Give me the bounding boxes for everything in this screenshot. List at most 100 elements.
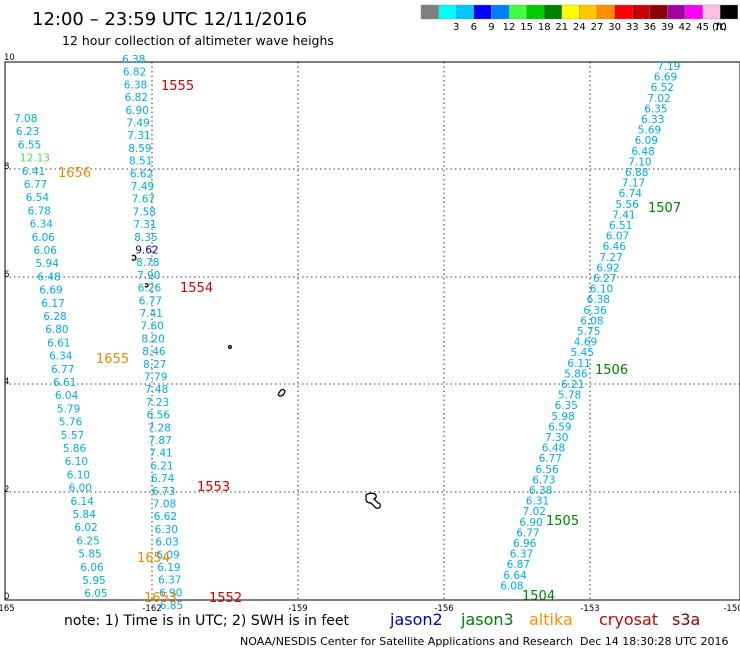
color-scale-label: 45 bbox=[696, 22, 709, 33]
wave-height-value: 6.34 bbox=[49, 351, 73, 363]
wave-height-value: 6.30 bbox=[155, 524, 178, 536]
wave-height-value: 7.90 bbox=[137, 270, 160, 282]
wave-height-value: 6.09 bbox=[156, 549, 179, 561]
wave-height-value: 6.05 bbox=[84, 588, 107, 600]
pass-label-altika: 1655 bbox=[96, 352, 129, 367]
wave-height-value: 6.46 bbox=[603, 241, 627, 253]
color-scale-label: 18 bbox=[538, 22, 551, 33]
wave-height-value: 6.27 bbox=[593, 273, 616, 285]
wave-height-value: 6.06 bbox=[80, 562, 104, 574]
color-swatch bbox=[491, 4, 510, 20]
wave-height-value: 6.25 bbox=[76, 535, 99, 547]
color-scale-label: 15 bbox=[520, 22, 533, 33]
kauai-oahu-shape bbox=[365, 492, 381, 509]
color-scale-label: 27 bbox=[591, 22, 604, 33]
legend-item-altika: altika bbox=[529, 610, 573, 629]
wave-height-value: 6.56 bbox=[147, 410, 171, 422]
pass-label-cryosat: 1554 bbox=[180, 281, 213, 296]
legend-item-jason2: jason2 bbox=[389, 610, 443, 629]
map-frame bbox=[4, 61, 740, 601]
color-scale-label: 30 bbox=[608, 22, 621, 33]
latitude-tick-label: 0 bbox=[4, 592, 9, 602]
necker-shape bbox=[277, 388, 286, 397]
wave-height-value: 6.77 bbox=[139, 295, 162, 307]
wave-height-value: 6.59 bbox=[548, 421, 571, 433]
color-swatch bbox=[561, 4, 580, 20]
wave-height-value: 8.46 bbox=[142, 346, 166, 358]
wave-height-value: 6.38 bbox=[529, 485, 552, 497]
wave-height-value: 6.37 bbox=[158, 575, 181, 587]
pass-label-cryosat: 1552 bbox=[209, 591, 242, 606]
wave-height-value: 6.74 bbox=[619, 188, 643, 200]
generation-timestamp: Dec 14 18:30:28 UTC 2016 bbox=[580, 635, 728, 648]
wave-height-value: 6.10 bbox=[590, 284, 613, 296]
wave-height-value: 6.11 bbox=[567, 358, 590, 370]
wave-height-value: 6.08 bbox=[500, 580, 523, 592]
page-subtitle: 12 hour collection of altimeter wave hei… bbox=[62, 33, 334, 48]
wave-height-value: 6.06 bbox=[34, 245, 58, 257]
wave-height-value: 7.23 bbox=[146, 397, 169, 409]
wave-height-value: 6.90 bbox=[126, 105, 149, 117]
legend-item-s3a: s3a bbox=[672, 610, 700, 629]
wave-height-value: 6.26 bbox=[138, 283, 162, 295]
longitude-tick-label: -156 bbox=[434, 604, 453, 614]
wave-height-value: 6.77 bbox=[539, 453, 562, 465]
color-swatch bbox=[438, 4, 457, 20]
units-note: note: 1) Time is in UTC; 2) SWH is in fe… bbox=[64, 613, 350, 629]
wave-height-value: 6.33 bbox=[641, 114, 664, 126]
color-swatch bbox=[526, 4, 545, 20]
color-scale-label: 39 bbox=[661, 22, 674, 33]
reef-dot bbox=[228, 345, 232, 349]
legend-item-cryosat: cryosat bbox=[599, 610, 658, 629]
pass-label-altika: 1653 bbox=[144, 591, 177, 606]
wave-height-value: 6.07 bbox=[606, 231, 629, 243]
color-swatch bbox=[456, 4, 475, 20]
wave-height-value: 6.56 bbox=[535, 464, 559, 476]
wave-height-value: 6.48 bbox=[37, 271, 60, 283]
latitude-tick-label: 6 bbox=[4, 270, 9, 280]
wave-height-value: 6.74 bbox=[151, 473, 175, 485]
wave-height-value: 6.04 bbox=[55, 390, 79, 402]
wave-height-value: 7.60 bbox=[141, 321, 164, 333]
color-swatch bbox=[544, 4, 563, 20]
wave-height-value: 7.48 bbox=[145, 384, 168, 396]
latitude-tick-label: 8 bbox=[4, 162, 9, 172]
wave-height-value: 5.57 bbox=[61, 430, 84, 442]
wave-height-value: 6.77 bbox=[51, 364, 74, 376]
wave-height-value: 8.20 bbox=[141, 333, 164, 345]
color-scale-label: 9 bbox=[488, 22, 494, 33]
wave-height-value: 6.55 bbox=[18, 139, 41, 151]
wave-height-value: 7.41 bbox=[149, 448, 172, 460]
midway-shape bbox=[144, 283, 149, 288]
wave-height-value: 5.69 bbox=[638, 125, 661, 137]
longitude-tick-label: -159 bbox=[288, 604, 307, 614]
wave-height-value: 7.49 bbox=[131, 181, 154, 193]
wave-height-value: 6.14 bbox=[71, 496, 95, 508]
pass-label-altika: 1656 bbox=[58, 166, 91, 181]
color-swatch bbox=[649, 4, 668, 20]
wave-height-value: 6.64 bbox=[503, 570, 527, 582]
wave-height-value: 6.28 bbox=[43, 311, 66, 323]
wave-height-value: 7.27 bbox=[599, 252, 622, 264]
pass-label-jason3: 1507 bbox=[648, 201, 681, 216]
legend-item-jason3: jason3 bbox=[460, 610, 514, 629]
color-swatch bbox=[420, 4, 439, 20]
wave-height-value: 7.41 bbox=[140, 308, 163, 320]
wave-height-value: 6.78 bbox=[28, 205, 51, 217]
latitude-tick-label: 2 bbox=[4, 485, 9, 495]
pass-label-jason3: 1506 bbox=[595, 363, 628, 378]
color-swatch bbox=[596, 4, 615, 20]
wave-height-value: 6.73 bbox=[152, 486, 175, 498]
wave-height-value: 6.61 bbox=[47, 337, 70, 349]
wave-height-value: 6.08 bbox=[580, 315, 603, 327]
wave-height-value: 5.86 bbox=[564, 368, 588, 380]
wave-height-value: 6.69 bbox=[39, 285, 62, 297]
wave-height-value: 6.00 bbox=[69, 483, 92, 495]
wave-height-value: 5.98 bbox=[551, 411, 574, 423]
wave-height-value: 6.82 bbox=[125, 92, 148, 104]
color-swatch bbox=[508, 4, 527, 20]
longitude-tick-label: -150 bbox=[723, 604, 740, 614]
pass-number-labels: 1555 1656 1554 1655 1553 1654 1653 1552 1507 1506… bbox=[58, 79, 681, 606]
wave-height-value: 5.78 bbox=[558, 390, 581, 402]
wave-height-value: 6.82 bbox=[123, 67, 146, 79]
